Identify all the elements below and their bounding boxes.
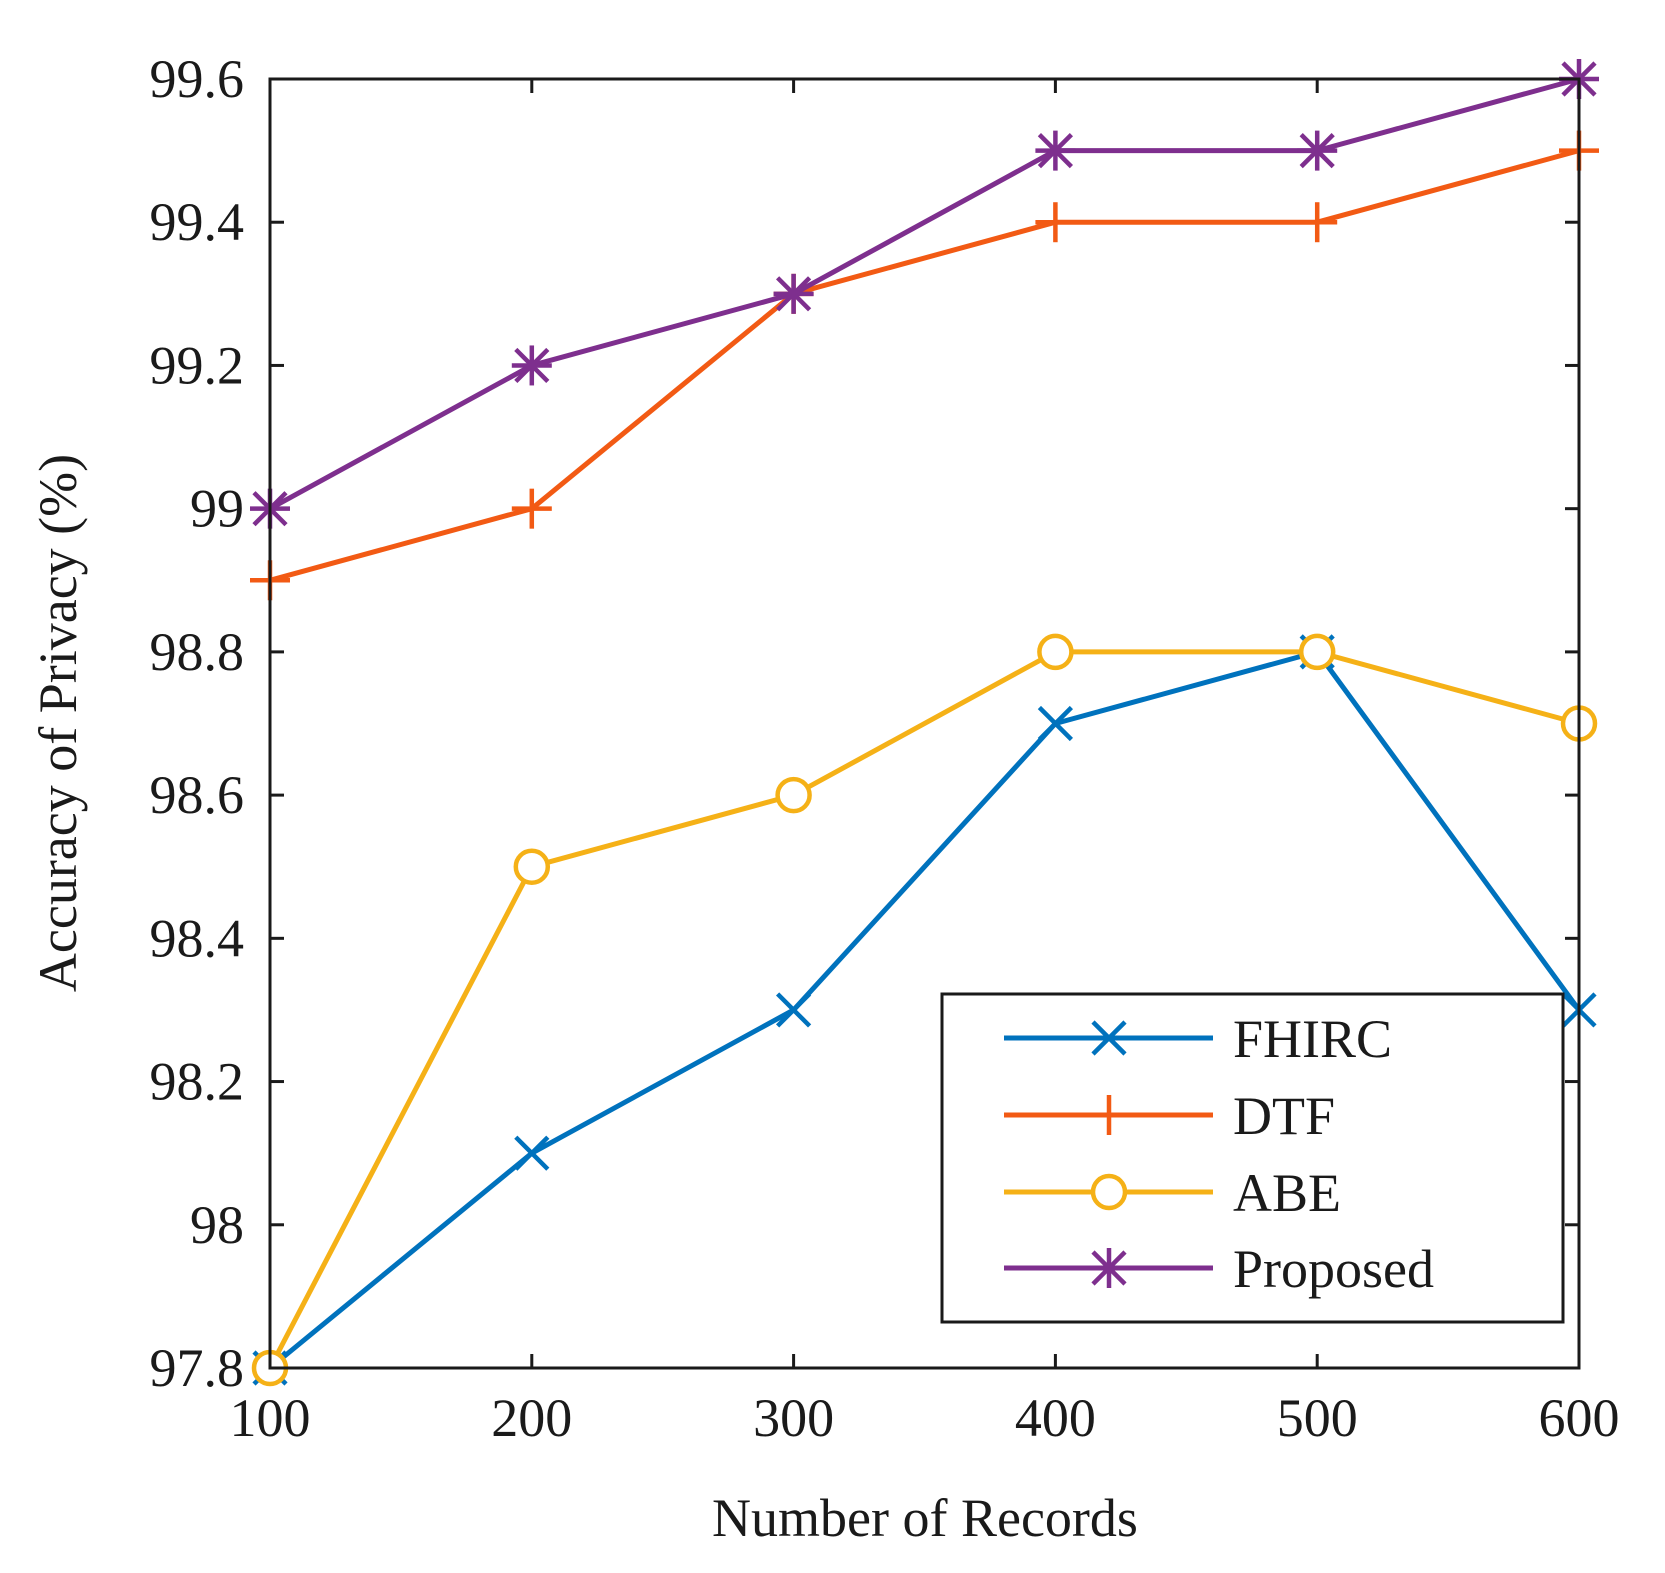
legend-label: ABE (1233, 1163, 1341, 1223)
x-axis-label: Number of Records (712, 1488, 1138, 1548)
legend-entry-proposed: Proposed (1004, 1239, 1434, 1299)
legend-label: DTF (1233, 1086, 1335, 1146)
data-point-marker (514, 1135, 550, 1171)
legend-entry-dtf: DTF (1004, 1086, 1335, 1146)
legend-entry-fhirc: FHIRC (1004, 1009, 1392, 1069)
y-tick-label: 98.6 (150, 765, 245, 825)
x-tick-label: 400 (1015, 1388, 1096, 1448)
x-tick-label: 300 (753, 1388, 834, 1448)
x-tick-label: 100 (230, 1388, 311, 1448)
y-tick-label: 99 (190, 479, 244, 539)
data-point-marker (1035, 130, 1076, 171)
legend-swatch-marker (1089, 1248, 1129, 1288)
y-tick-label: 99.6 (150, 49, 245, 109)
data-point-marker (1297, 130, 1338, 171)
x-tick-label: 600 (1539, 1388, 1620, 1448)
legend-entry-abe: ABE (1004, 1163, 1341, 1223)
y-tick-label: 99.2 (150, 335, 245, 395)
y-tick-label: 98.2 (150, 1052, 245, 1112)
data-point-marker (775, 776, 812, 814)
data-point-marker (513, 848, 551, 885)
data-point-marker (1037, 633, 1074, 671)
legend-label: FHIRC (1233, 1009, 1392, 1069)
series-line (268, 649, 1582, 1370)
data-point-marker (1297, 202, 1338, 243)
series-line (267, 649, 1580, 1370)
y-axis-label: Accuracy of Privacy (%) (28, 454, 88, 992)
x-tick-label: 500 (1277, 1388, 1358, 1448)
series-line (268, 76, 1580, 511)
legend: FHIRC DTF ABE Proposed (940, 992, 1565, 1324)
y-tick-label: 98.4 (150, 908, 245, 968)
data-point-marker (1298, 633, 1336, 671)
data-point-marker (511, 488, 552, 529)
legend-swatch-marker (1089, 1095, 1129, 1135)
data-point-marker (1035, 202, 1076, 243)
series-line (269, 148, 1580, 583)
x-tick-label: 200 (491, 1388, 572, 1448)
data-point-marker (1037, 705, 1073, 742)
legend-swatch-marker (1090, 1173, 1128, 1211)
legend-label: Proposed (1233, 1239, 1434, 1299)
y-tick-label: 99.4 (150, 192, 245, 252)
series-abe (251, 633, 1598, 1387)
legend-swatch-marker (1091, 1020, 1127, 1056)
tick-labels: 100 200 300 400 500 600 97.8 98 98.2 98.4 98.6 98.8… (150, 49, 1620, 1448)
y-tick-label: 98 (190, 1195, 244, 1255)
data-point-marker (511, 345, 552, 386)
data-point-marker (773, 273, 814, 314)
series-layer (250, 59, 1599, 1387)
data-point-marker (776, 992, 812, 1028)
y-tick-label: 98.8 (150, 622, 245, 682)
y-tick-label: 97.8 (150, 1338, 245, 1398)
plot-area-frame (268, 77, 1581, 1370)
